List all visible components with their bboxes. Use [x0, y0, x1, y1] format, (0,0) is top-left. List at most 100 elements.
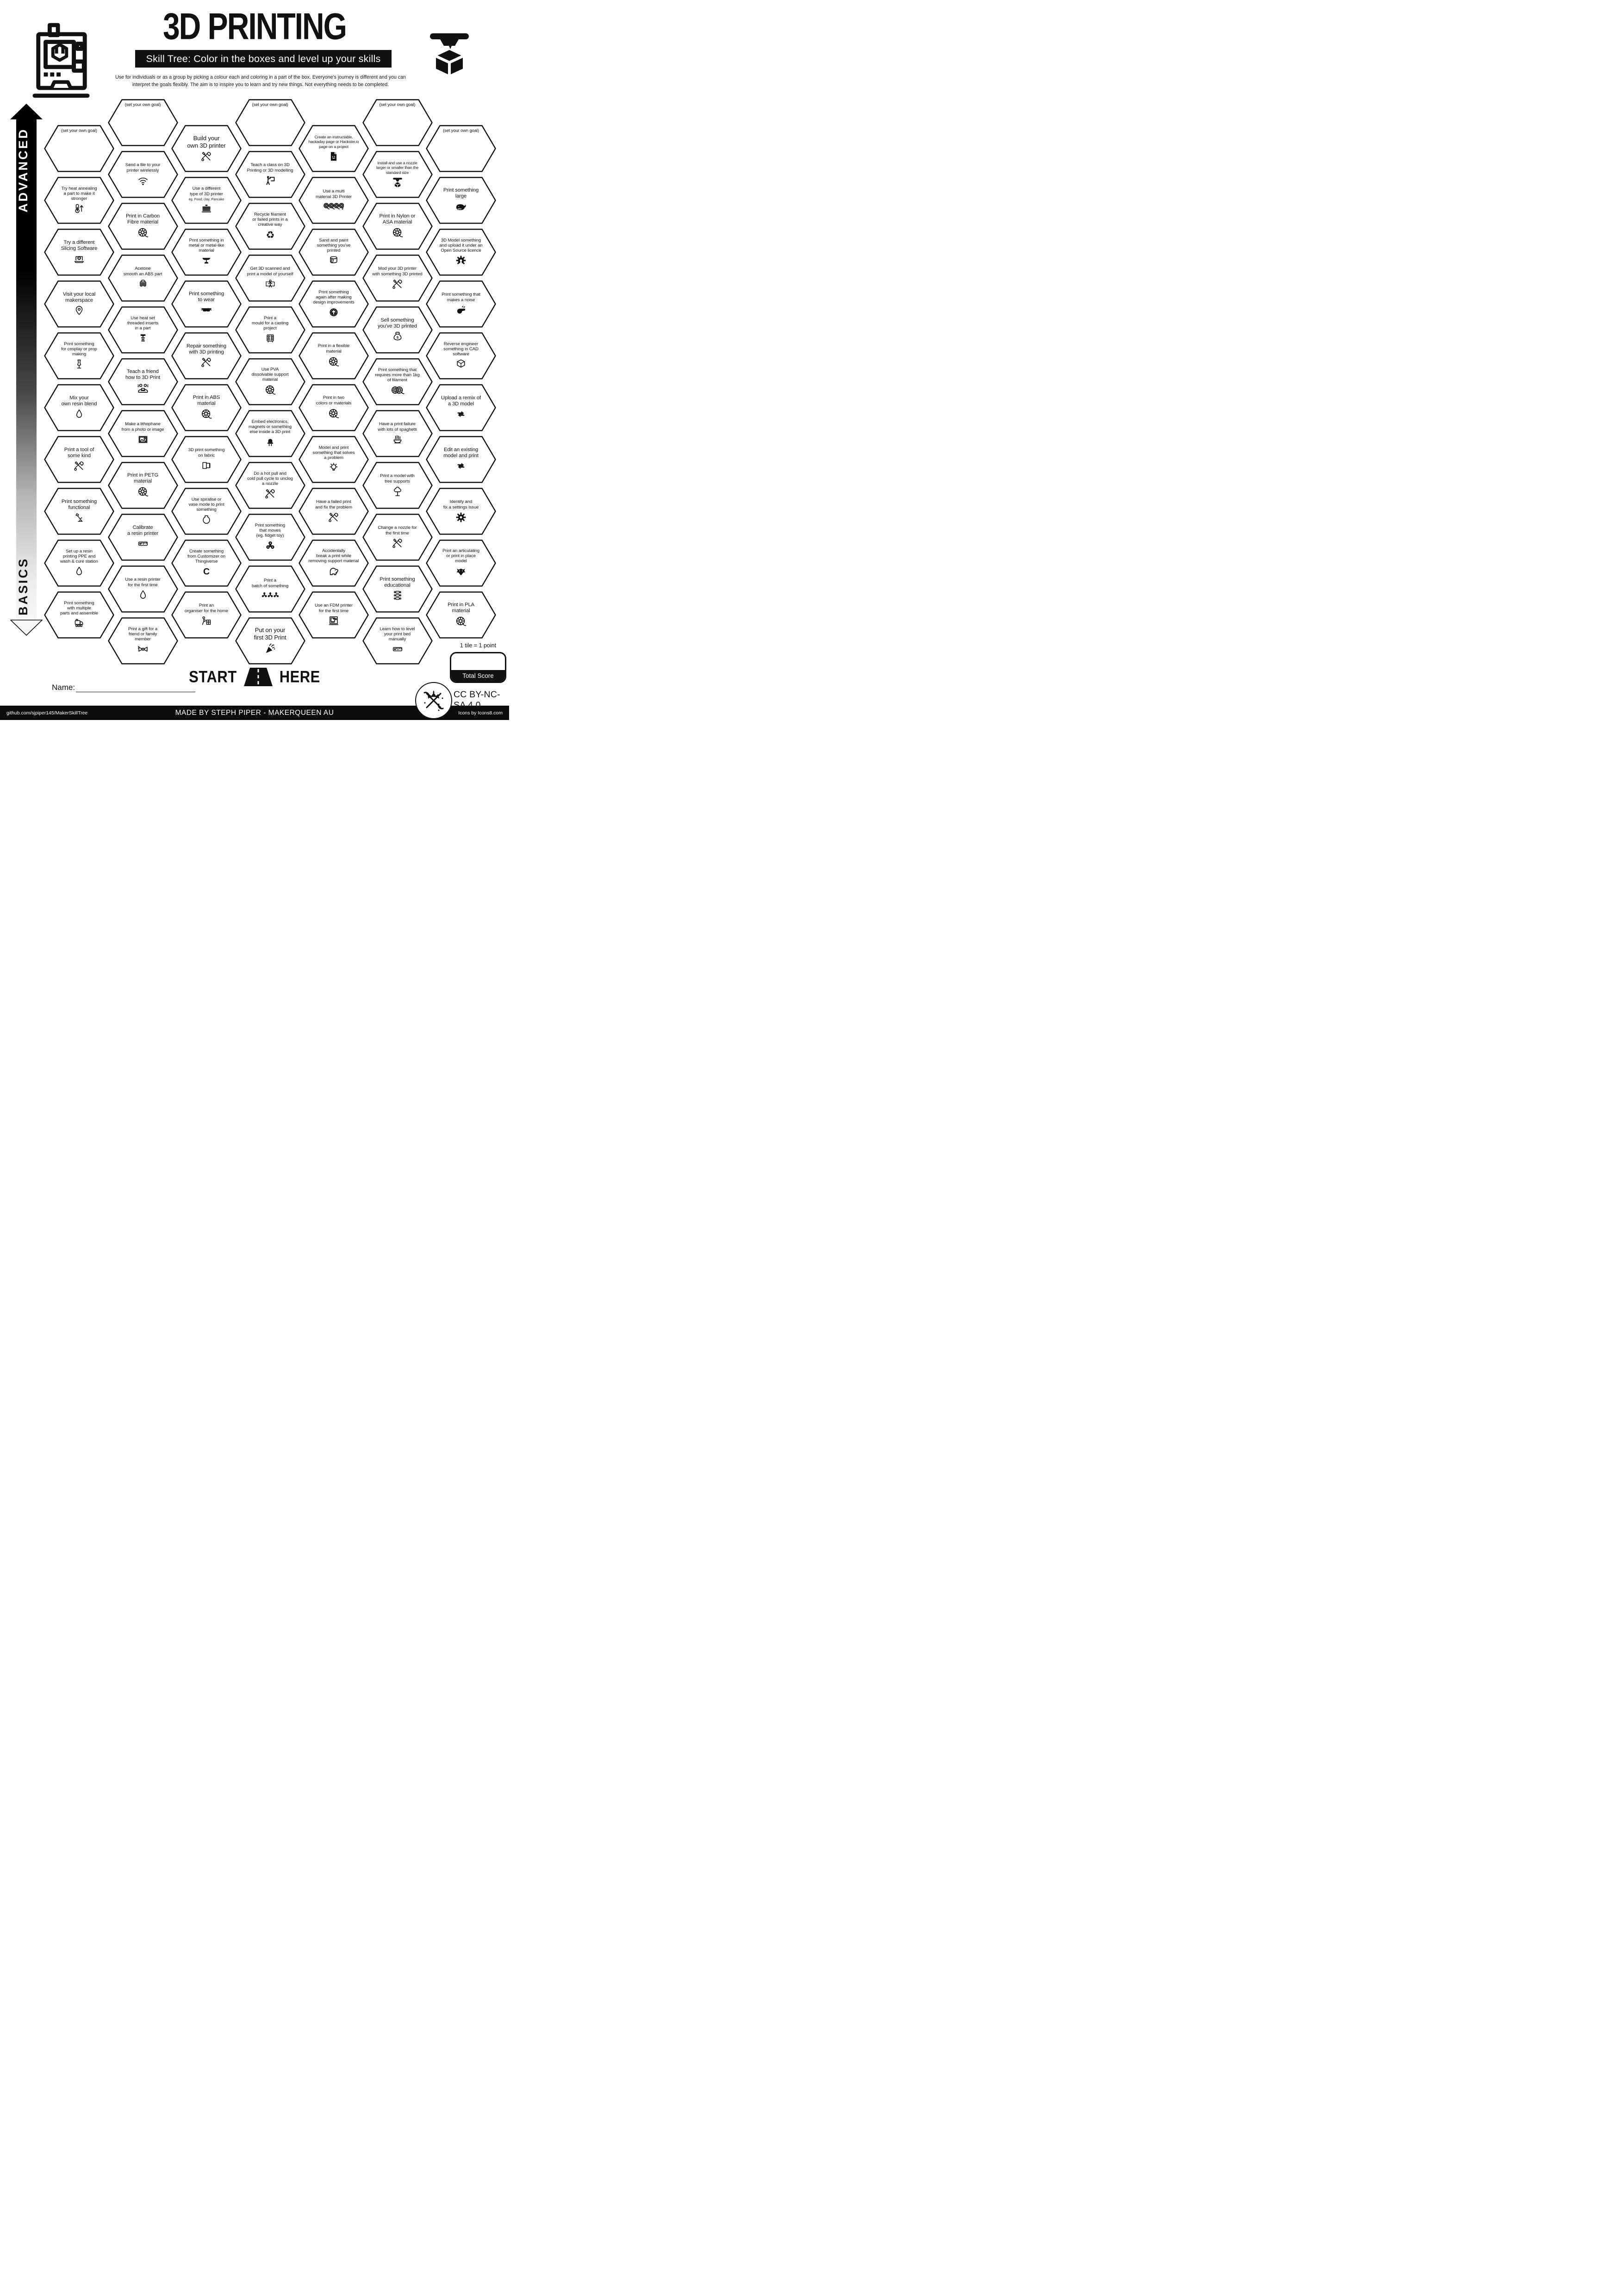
whistle-icon — [455, 304, 467, 316]
fidget-spinner-icon — [264, 540, 276, 552]
noodle-bowl-icon — [392, 434, 404, 446]
spool-icon — [200, 408, 213, 421]
drop-icon — [73, 565, 85, 577]
hex-tile: Print something that moves (eg. fidget t… — [235, 514, 305, 561]
hex-tile-label: Try heat annealing a part to make it str… — [61, 186, 97, 202]
hex-tile-label: Teach a class on 3D Printing or 3D model… — [247, 162, 293, 173]
banner: Skill Tree: Color in the boxes and level… — [135, 50, 392, 68]
threaded-insert-icon — [137, 332, 149, 344]
hex-tile-label: Set up a resin printing PPE and wash & c… — [60, 548, 98, 565]
hex-tile: 3D Model something and upload it under a… — [426, 229, 496, 276]
remix-arrows-icon — [455, 460, 467, 472]
cube-icon — [455, 358, 467, 370]
hex-tile: Print something again after making desig… — [299, 280, 369, 328]
total-score-box[interactable]: Total Score — [450, 652, 506, 683]
hex-tile-label: Put on your first 3D Print — [254, 627, 286, 641]
svg-text:♻: ♻ — [266, 229, 274, 241]
tools-icon — [200, 150, 212, 162]
hex-tile: Set up a resin printing PPE and wash & c… — [44, 540, 114, 587]
spine-icon — [392, 590, 404, 602]
level-axis: ADVANCED BASICS — [10, 104, 43, 636]
hex-tile-label: Print a model with tree supports — [380, 473, 415, 484]
hex-tile-label: Print in PLA material — [448, 602, 474, 614]
hex-tile: Print in Nylon or ASA material — [362, 203, 433, 250]
hex-tile: Teach a friend how to 3D Print — [107, 358, 178, 405]
license-text: CC BY-NC-SA 4.0 — [454, 689, 500, 710]
hex-tile: Use a resin printer for the first time — [107, 565, 178, 613]
total-score-label: Total Score — [451, 670, 505, 682]
remix-arrows-icon — [455, 408, 467, 420]
spool-icon — [264, 384, 277, 397]
open-source-gear-icon — [455, 254, 467, 267]
spool-icon — [137, 226, 149, 239]
footer-repo-link[interactable]: github.com/sjpiper145/MakerSkillTree — [6, 710, 88, 716]
teach-friends-icon — [137, 382, 149, 395]
hex-tile: Try a different Slicing Software — [44, 229, 114, 276]
hex-tile: (set your own goal) — [362, 99, 433, 146]
hex-tile-label: (set your own goal) — [252, 102, 288, 107]
hex-tile: Mix your own resin blend — [44, 384, 114, 431]
axis-label-basics: BASICS — [16, 557, 30, 615]
hex-tile: Print something with multiple parts and … — [44, 591, 114, 639]
hex-tile-label: (set your own goal) — [379, 102, 416, 107]
tools-icon — [392, 537, 404, 549]
hex-tile-label: Print something to wear — [188, 291, 224, 303]
hex-tile: Have a failed print and fix the problem — [299, 488, 369, 535]
arrow-up-icon — [10, 104, 43, 119]
name-label: Name: — [52, 683, 75, 692]
hex-tile-label: Print a batch of something — [251, 578, 289, 589]
hex-tile-label: Mix your own resin blend — [61, 395, 97, 407]
hex-tile-label: Print in Nylon or ASA material — [379, 213, 416, 225]
hex-tile-label: Use an FDM printer for the first time — [315, 603, 353, 614]
hex-tile: Edit an existing model and print — [426, 436, 496, 483]
hex-tile: Use heat set threaded inserts in a part — [107, 306, 178, 354]
gear-icon — [455, 511, 467, 523]
hex-tile-label: Change a nozzle for the first time — [378, 525, 417, 536]
photo-icon — [137, 434, 149, 446]
hex-tile-label: Print something in metal or metal-like m… — [188, 237, 224, 254]
hex-tile: Calibrate a resin printer — [107, 514, 178, 561]
hex-tile-label: Do a hot pull and cold pull cycle to unc… — [247, 471, 293, 487]
ruler-icon — [392, 643, 404, 655]
hex-tile: Build your own 3D printer — [171, 125, 242, 172]
hex-tile-label: Use a different type of 3D printer — [190, 186, 223, 197]
hex-tile: Do a hot pull and cold pull cycle to unc… — [235, 462, 305, 509]
hex-tile-label: Mod your 3D printer with something 3D pr… — [372, 266, 423, 277]
tools-icon — [200, 356, 212, 368]
hex-tile-label: Print something that moves (eg. fidget t… — [255, 522, 286, 539]
footer-icons-credit[interactable]: Icons by Icons8.com — [458, 710, 503, 716]
hex-tile-label: Print in PETG material — [127, 472, 159, 484]
hex-tile-label: Print something for cosplay or prop maki… — [61, 341, 97, 357]
hex-tile: Make a lithophane from a photo or image — [107, 410, 178, 457]
hex-tile: Use spiralise or vase mode to print some… — [171, 488, 242, 535]
hex-tile-label: Edit an existing model and print — [443, 447, 479, 459]
hex-tile: Print in a flexible material — [299, 332, 369, 379]
tools-icon — [73, 460, 85, 472]
hex-tile: Print a tool of some kind — [44, 436, 114, 483]
hex-tile-label: Print in a flexible material — [317, 343, 350, 354]
print-nozzle-cube-icon — [429, 30, 470, 78]
axis-label-advanced: ADVANCED — [16, 128, 30, 213]
hex-tile: Print in PLA material — [426, 591, 496, 639]
hex-tile: Send a file to your printer wirelessly — [107, 151, 178, 198]
hex-tile: (set your own goal) — [44, 125, 114, 172]
hex-tile-label: Print in Carbon Fibre material — [125, 213, 160, 225]
page-title: 3D PRINTING — [162, 5, 347, 47]
hex-tile: Use an FDM printer for the first time — [299, 591, 369, 639]
description: Use for individuals or as a group by pic… — [115, 74, 406, 87]
document-face-icon — [328, 150, 340, 162]
laptop-gear-icon — [73, 253, 85, 265]
fdm-printer-icon — [328, 615, 340, 627]
hex-tile-label: Upload a remix of a 3D model — [441, 395, 481, 407]
hex-tile: Change a nozzle for the first time — [362, 514, 433, 561]
train-icon — [73, 617, 85, 629]
hex-tile-label: Make a lithophane from a photo or image — [121, 422, 164, 432]
hex-tile-label: Model and print something that solves a … — [312, 445, 355, 461]
hex-tile-label: Learn how to level your print bed manual… — [380, 626, 415, 642]
hex-tile: Print a mould for a casting project — [235, 306, 305, 354]
wifi-icon — [137, 174, 149, 186]
start-here: START HERE — [0, 667, 509, 687]
hex-tile-label: Use spiralise or vase mode to print some… — [188, 496, 224, 513]
customizer-icon: C — [200, 565, 212, 577]
tools-icon — [264, 488, 276, 500]
